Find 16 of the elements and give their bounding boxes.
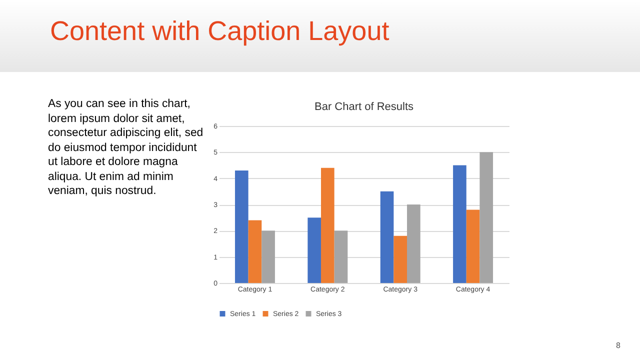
bar — [480, 152, 494, 283]
bar — [466, 210, 480, 283]
text: Content with Caption Layout — [50, 16, 390, 47]
bar — [262, 230, 275, 283]
bar — [394, 236, 408, 283]
text: As you can see in this chart, lorem ipsum dolor sit amet, consectetur adipiscing elit, sed do eiusmod tempor incididunt ut labore et dolore magna aliqua. Ut enim ad minim veniam, quis nostrud. — [48, 97, 204, 198]
bar — [380, 191, 394, 283]
bar — [320, 168, 334, 283]
chart-title: Bar Chart of Results — [314, 101, 414, 113]
bar — [248, 220, 262, 283]
bar — [334, 230, 348, 283]
bar — [453, 165, 466, 283]
bar — [234, 170, 248, 283]
text: 8 — [616, 341, 620, 350]
bar — [407, 204, 420, 283]
bar — [308, 218, 321, 283]
